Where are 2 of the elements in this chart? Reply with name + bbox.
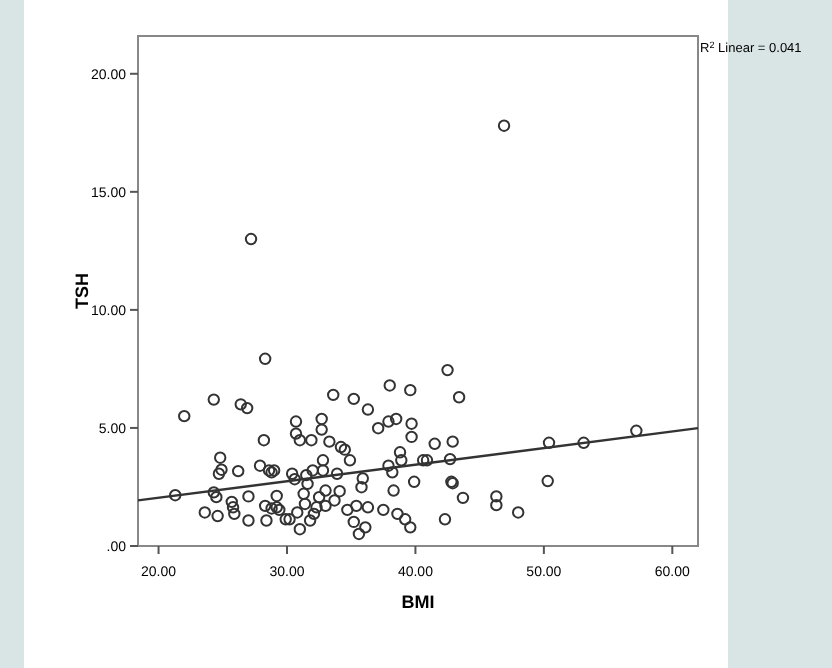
- x-axis-title: BMI: [401, 592, 435, 612]
- y-axis-title: TSH: [72, 273, 92, 309]
